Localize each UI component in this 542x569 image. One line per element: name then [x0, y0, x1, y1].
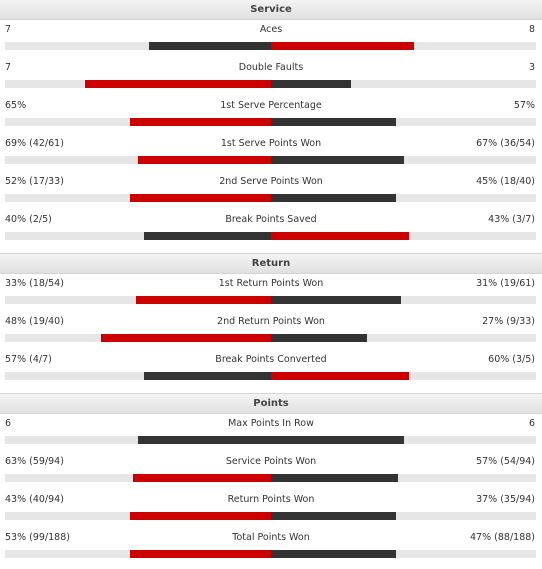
player2-value: 37% (35/94) [476, 494, 535, 505]
stat-name: Return Points Won [227, 494, 315, 505]
player1-value: 53% (99/188) [5, 532, 70, 543]
player2-bar [270, 296, 401, 304]
player2-bar [270, 156, 404, 164]
player1-value: 48% (19/40) [5, 316, 64, 327]
player2-value: 3 [528, 62, 535, 73]
player1-value: 6 [5, 418, 12, 429]
player2-bar [270, 118, 396, 126]
player1-bar [129, 194, 271, 202]
stat-bar-track [5, 194, 536, 202]
stat-name: 2nd Serve Points Won [219, 176, 323, 187]
player1-bar [129, 550, 271, 558]
stat-name: 1st Return Points Won [218, 278, 324, 289]
stat-name: Double Faults [238, 62, 304, 73]
player1-bar [143, 232, 271, 240]
player1-value: 57% (4/7) [5, 354, 52, 365]
stat-bar-track [5, 436, 536, 444]
player2-bar [270, 80, 351, 88]
player1-bar [84, 80, 271, 88]
player2-value: 57% [513, 100, 535, 111]
player2-bar [270, 232, 409, 240]
stat-name: Break Points Converted [215, 354, 327, 365]
stat-row: 7 Double Faults 3 [0, 61, 542, 99]
stat-bar-track [5, 118, 536, 126]
player1-bar [137, 436, 271, 444]
stat-name: Aces [259, 24, 283, 35]
player1-value: 69% (42/61) [5, 138, 64, 149]
player1-bar [135, 296, 271, 304]
player2-value: 43% (3/7) [488, 214, 535, 225]
section-header-service: Service [0, 0, 542, 20]
player1-value: 52% (17/33) [5, 176, 64, 187]
player2-value: 8 [528, 24, 535, 35]
stat-name: 2nd Return Points Won [217, 316, 325, 327]
stat-bar-track [5, 80, 536, 88]
player2-bar [270, 512, 396, 520]
player1-bar [148, 42, 271, 50]
stat-row: 48% (19/40) 2nd Return Points Won 27% (9/3… [0, 315, 542, 353]
stat-bar-track [5, 232, 536, 240]
stat-row: 69% (42/61) 1st Serve Points Won 67% (36/5… [0, 137, 542, 175]
player1-value: 63% (59/94) [5, 456, 64, 467]
stat-name: 1st Serve Points Won [220, 138, 322, 149]
player2-value: 45% (18/40) [476, 176, 535, 187]
player1-value: 65% [5, 100, 27, 111]
stat-row: 53% (99/188) Total Points Won 47% (88/188) [0, 531, 542, 569]
player1-value: 7 [5, 24, 12, 35]
player1-value: 40% (2/5) [5, 214, 52, 225]
player1-bar [132, 474, 271, 482]
stat-row: 63% (59/94) Service Points Won 57% (54/94) [0, 455, 542, 493]
player1-bar [100, 334, 271, 342]
player2-bar [270, 372, 409, 380]
stat-name: 1st Serve Percentage [220, 100, 322, 111]
stat-row: 40% (2/5) Break Points Saved 43% (3/7) [0, 213, 542, 251]
player2-value: 57% (54/94) [476, 456, 535, 467]
section-header-return: Return [0, 253, 542, 274]
stat-name: Break Points Saved [225, 214, 317, 225]
player2-bar [270, 550, 396, 558]
section-header-points: Points [0, 393, 542, 414]
stat-bar-track [5, 42, 536, 50]
stat-row: 57% (4/7) Break Points Converted 60% (3/5) [0, 353, 542, 391]
player1-value: 33% (18/54) [5, 278, 64, 289]
player2-value: 47% (88/188) [470, 532, 535, 543]
stat-bar-track [5, 372, 536, 380]
player1-bar [143, 372, 271, 380]
player1-bar [129, 118, 271, 126]
player2-value: 31% (19/61) [476, 278, 535, 289]
player1-bar [137, 156, 271, 164]
stat-name: Total Points Won [232, 532, 310, 543]
player2-value: 67% (36/54) [476, 138, 535, 149]
player2-bar [270, 42, 414, 50]
stat-name: Service Points Won [225, 456, 317, 467]
player2-value: 60% (3/5) [488, 354, 535, 365]
player2-value: 27% (9/33) [482, 316, 535, 327]
player2-value: 6 [528, 418, 535, 429]
stat-bar-track [5, 334, 536, 342]
player1-value: 7 [5, 62, 12, 73]
stat-bar-track [5, 474, 536, 482]
player2-bar [270, 474, 398, 482]
stat-row: 7 Aces 8 [0, 23, 542, 61]
stat-row: 33% (18/54) 1st Return Points Won 31% (19/… [0, 277, 542, 315]
stat-row: 6 Max Points In Row 6 [0, 417, 542, 455]
stat-name: Max Points In Row [228, 418, 314, 429]
stat-bar-track [5, 550, 536, 558]
stat-row: 52% (17/33) 2nd Serve Points Won 45% (18/4… [0, 175, 542, 213]
player1-value: 43% (40/94) [5, 494, 64, 505]
stat-bar-track [5, 512, 536, 520]
stat-row: 43% (40/94) Return Points Won 37% (35/94) [0, 493, 542, 531]
player2-bar [270, 194, 396, 202]
stat-bar-track [5, 296, 536, 304]
player2-bar [270, 334, 367, 342]
player1-bar [129, 512, 271, 520]
stat-row: 65% 1st Serve Percentage 57% [0, 99, 542, 137]
stat-bar-track [5, 156, 536, 164]
player2-bar [270, 436, 404, 444]
